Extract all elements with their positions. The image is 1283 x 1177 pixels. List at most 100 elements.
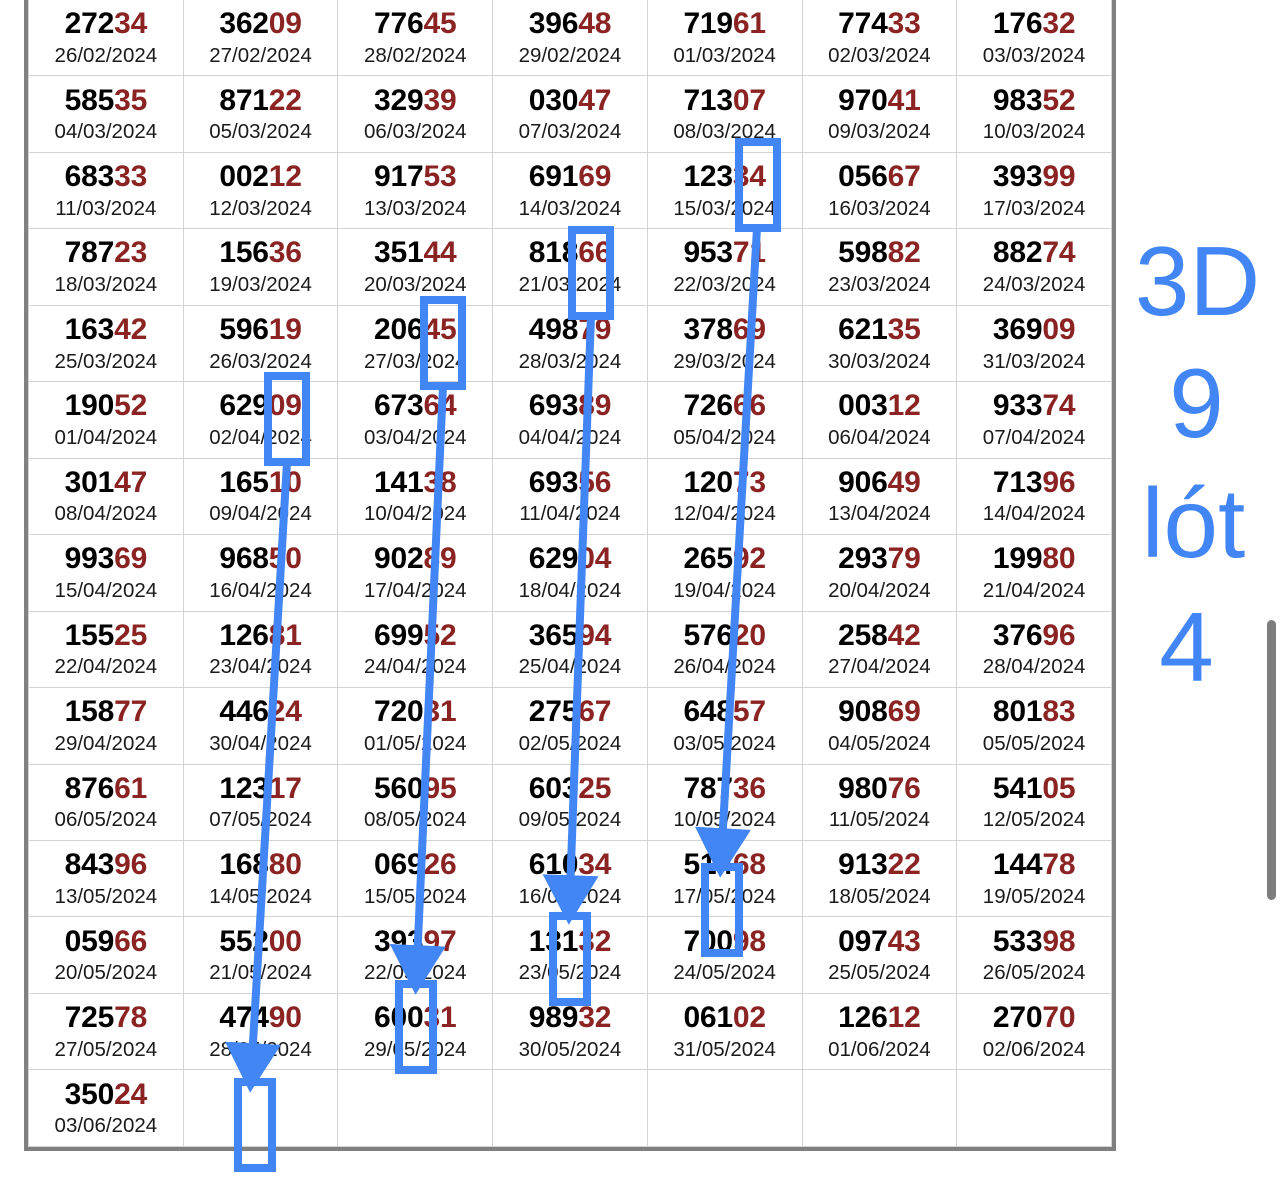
result-cell[interactable]: 37869 29/03/2024 [646, 304, 803, 383]
result-cell[interactable]: 64857 03/05/2024 [646, 687, 803, 765]
result-cell[interactable]: 03047 07/03/2024 [492, 75, 648, 153]
result-cell[interactable]: 80183 05/05/2024 [956, 687, 1112, 765]
result-cell[interactable]: 71307 08/03/2024 [646, 75, 803, 153]
result-cell[interactable]: 14478 19/05/2024 [956, 839, 1112, 918]
result-cell[interactable]: 30147 08/04/2024 [28, 457, 184, 536]
result-cell[interactable]: 49879 28/03/2024 [492, 304, 648, 383]
result-cell[interactable]: 88274 24/03/2024 [956, 228, 1112, 306]
result-cell[interactable] [337, 1069, 494, 1147]
result-cell[interactable]: 84396 13/05/2024 [28, 839, 184, 918]
result-cell[interactable]: 62904 18/04/2024 [492, 534, 648, 612]
result-cell[interactable]: 54105 12/05/2024 [956, 763, 1112, 841]
result-cell[interactable]: 06926 15/05/2024 [337, 839, 494, 918]
result-cell[interactable]: 59882 23/03/2024 [801, 228, 958, 306]
result-cell[interactable]: 69389 04/04/2024 [492, 381, 648, 459]
result-cell[interactable]: 00212 12/03/2024 [182, 151, 339, 230]
result-cell[interactable]: 16342 25/03/2024 [28, 304, 184, 383]
result-cell[interactable] [801, 1069, 958, 1147]
result-cell[interactable]: 32939 06/03/2024 [337, 75, 494, 153]
result-cell[interactable]: 91753 13/03/2024 [337, 151, 494, 230]
result-cell[interactable]: 39397 22/05/2024 [337, 916, 494, 994]
result-cell[interactable]: 69952 24/04/2024 [337, 610, 494, 689]
result-cell[interactable]: 56095 08/05/2024 [337, 763, 494, 841]
result-cell[interactable]: 62135 30/03/2024 [801, 304, 958, 383]
result-cell[interactable]: 77645 28/02/2024 [337, 0, 494, 77]
result-cell[interactable]: 72666 05/04/2024 [646, 381, 803, 459]
result-cell[interactable]: 47490 28/05/2024 [182, 992, 339, 1071]
result-cell[interactable]: 39399 17/03/2024 [956, 151, 1112, 230]
result-cell[interactable]: 99369 15/04/2024 [28, 534, 184, 612]
result-cell[interactable] [182, 1069, 339, 1147]
result-cell[interactable] [492, 1069, 648, 1147]
result-cell[interactable]: 26592 19/04/2024 [646, 534, 803, 612]
result-cell[interactable] [646, 1069, 803, 1147]
result-cell[interactable]: 87661 06/05/2024 [28, 763, 184, 841]
result-cell[interactable]: 72578 27/05/2024 [28, 992, 184, 1071]
result-cell[interactable]: 05966 20/05/2024 [28, 916, 184, 994]
result-cell[interactable]: 36909 31/03/2024 [956, 304, 1112, 383]
result-cell[interactable]: 29379 20/04/2024 [801, 534, 958, 612]
result-cell[interactable]: 25842 27/04/2024 [801, 610, 958, 689]
result-cell[interactable]: 90869 04/05/2024 [801, 687, 958, 765]
result-cell[interactable]: 12334 15/03/2024 [646, 151, 803, 230]
result-cell[interactable]: 17632 03/03/2024 [956, 0, 1112, 77]
result-cell[interactable]: 70098 24/05/2024 [646, 916, 803, 994]
result-cell[interactable]: 53398 26/05/2024 [956, 916, 1112, 994]
result-cell[interactable]: 14138 10/04/2024 [337, 457, 494, 536]
result-cell[interactable]: 36594 25/04/2024 [492, 610, 648, 689]
result-cell[interactable]: 90289 17/04/2024 [337, 534, 494, 612]
result-cell[interactable]: 78723 18/03/2024 [28, 228, 184, 306]
result-cell[interactable]: 19052 01/04/2024 [28, 381, 184, 459]
result-cell[interactable]: 20645 27/03/2024 [337, 304, 494, 383]
result-cell[interactable]: 12612 01/06/2024 [801, 992, 958, 1071]
result-cell[interactable]: 91322 18/05/2024 [801, 839, 958, 918]
result-cell[interactable]: 98352 10/03/2024 [956, 75, 1112, 153]
result-cell[interactable]: 59619 26/03/2024 [182, 304, 339, 383]
result-cell[interactable]: 60031 29/05/2024 [337, 992, 494, 1071]
result-cell[interactable]: 12681 23/04/2024 [182, 610, 339, 689]
result-cell[interactable]: 16880 14/05/2024 [182, 839, 339, 918]
result-cell[interactable]: 35024 03/06/2024 [28, 1069, 184, 1147]
result-cell[interactable]: 61034 16/05/2024 [492, 839, 648, 918]
result-cell[interactable]: 90649 13/04/2024 [801, 457, 958, 536]
result-cell[interactable]: 97041 09/03/2024 [801, 75, 958, 153]
result-cell[interactable]: 78736 10/05/2024 [646, 763, 803, 841]
result-cell[interactable]: 55200 21/05/2024 [182, 916, 339, 994]
result-cell[interactable]: 36209 27/02/2024 [182, 0, 339, 77]
result-cell[interactable]: 15636 19/03/2024 [182, 228, 339, 306]
result-cell[interactable]: 96850 16/04/2024 [182, 534, 339, 612]
result-cell[interactable]: 69169 14/03/2024 [492, 151, 648, 230]
result-cell[interactable]: 67364 03/04/2024 [337, 381, 494, 459]
result-cell[interactable]: 12073 12/04/2024 [646, 457, 803, 536]
result-cell[interactable]: 44624 30/04/2024 [182, 687, 339, 765]
result-cell[interactable]: 71961 01/03/2024 [646, 0, 803, 77]
result-cell[interactable]: 27567 02/05/2024 [492, 687, 648, 765]
vertical-scrollbar[interactable] [1267, 620, 1276, 900]
result-cell[interactable]: 15525 22/04/2024 [28, 610, 184, 689]
result-cell[interactable]: 98932 30/05/2024 [492, 992, 648, 1071]
result-cell[interactable]: 81866 21/03/2024 [492, 228, 648, 306]
result-cell[interactable]: 95371 22/03/2024 [646, 228, 803, 306]
result-cell[interactable]: 19980 21/04/2024 [956, 534, 1112, 612]
result-cell[interactable]: 68333 11/03/2024 [28, 151, 184, 230]
result-cell[interactable]: 27234 26/02/2024 [28, 0, 184, 77]
result-cell[interactable] [956, 1069, 1112, 1147]
result-cell[interactable]: 12317 07/05/2024 [182, 763, 339, 841]
result-cell[interactable]: 35144 20/03/2024 [337, 228, 494, 306]
result-cell[interactable]: 62909 02/04/2024 [182, 381, 339, 459]
result-cell[interactable]: 72031 01/05/2024 [337, 687, 494, 765]
result-cell[interactable]: 39648 29/02/2024 [492, 0, 648, 77]
result-cell[interactable]: 37696 28/04/2024 [956, 610, 1112, 689]
result-cell[interactable]: 69356 11/04/2024 [492, 457, 648, 536]
result-cell[interactable]: 77433 02/03/2024 [801, 0, 958, 77]
result-cell[interactable]: 27070 02/06/2024 [956, 992, 1112, 1071]
result-cell[interactable]: 51468 17/05/2024 [646, 839, 803, 918]
result-cell[interactable]: 71396 14/04/2024 [956, 457, 1112, 536]
result-cell[interactable]: 98076 11/05/2024 [801, 763, 958, 841]
result-cell[interactable]: 87122 05/03/2024 [182, 75, 339, 153]
result-cell[interactable]: 93374 07/04/2024 [956, 381, 1112, 459]
result-cell[interactable]: 09743 25/05/2024 [801, 916, 958, 994]
result-cell[interactable]: 57620 26/04/2024 [646, 610, 803, 689]
result-cell[interactable]: 06102 31/05/2024 [646, 992, 803, 1071]
result-cell[interactable]: 16510 09/04/2024 [182, 457, 339, 536]
